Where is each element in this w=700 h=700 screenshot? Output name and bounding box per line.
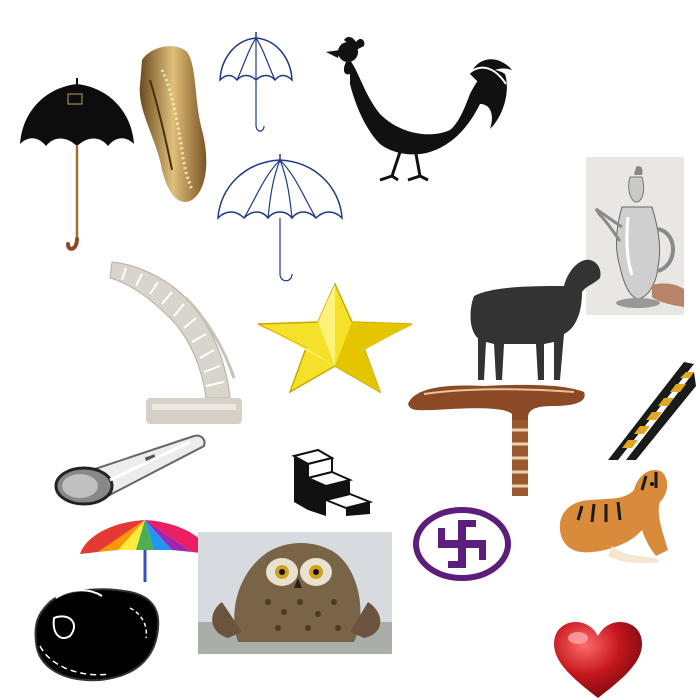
- heart-icon: [552, 620, 644, 700]
- swastika-symbol-icon: [412, 506, 512, 582]
- rainbow-umbrella-icon: [78, 516, 212, 586]
- carved-gold-mask-icon: [132, 40, 212, 208]
- ladder-icon: [606, 360, 696, 464]
- owl-photo-icon: [198, 532, 392, 654]
- steps-icon: [288, 446, 376, 518]
- rooster-icon: [320, 34, 516, 184]
- silver-pitcher-icon: [586, 157, 684, 315]
- black-umbrella-icon: [18, 74, 136, 256]
- star-icon: [256, 282, 414, 394]
- black-pot-icon: [30, 584, 166, 684]
- flashlight-icon: [50, 430, 208, 512]
- sheep-silhouette-icon: [464, 256, 604, 386]
- umbrella-outline-small-icon: [218, 30, 294, 134]
- tiger-icon: [552, 460, 672, 566]
- umbrella-outline-large-icon: [216, 152, 344, 284]
- curved-staircase-icon: [106, 258, 246, 430]
- wooden-cane-icon: [404, 380, 588, 500]
